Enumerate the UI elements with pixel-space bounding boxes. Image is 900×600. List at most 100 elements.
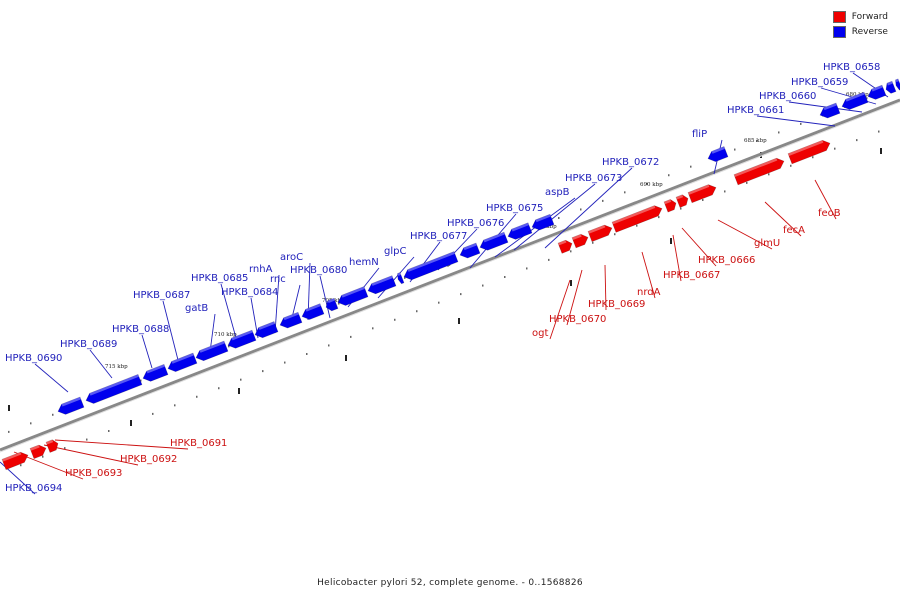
minor-tick	[526, 267, 528, 270]
gene-leader-line	[43, 444, 139, 466]
gene-label: HPKB_0692	[120, 454, 177, 465]
gene-highlight	[688, 184, 710, 195]
minor-tick	[140, 379, 142, 382]
gene-label: HPKB_0666	[698, 255, 755, 266]
gene-label: HPKB_0676	[447, 218, 504, 229]
gene-leader-line	[717, 219, 773, 250]
minor-tick	[174, 404, 176, 407]
minor-tick	[768, 173, 770, 176]
gene-leader-line	[220, 283, 239, 346]
gene-arrow	[675, 194, 689, 208]
gene-highlight	[845, 92, 865, 102]
gene-highlight	[483, 232, 505, 243]
major-tick	[570, 280, 572, 286]
forward-gene	[675, 194, 689, 208]
minor-tick	[812, 156, 814, 159]
reverse-gene	[507, 222, 533, 240]
minor-tick	[834, 147, 836, 150]
major-tick	[130, 420, 132, 426]
gene-arrow	[707, 146, 729, 162]
gene-highlight	[327, 298, 335, 303]
minor-tick	[746, 181, 748, 184]
minor-tick	[438, 301, 440, 304]
gene-arrow	[29, 444, 47, 460]
gene-leader-line	[756, 115, 836, 127]
gene-highlight	[511, 222, 529, 232]
minor-tick	[602, 199, 604, 202]
reverse-gene	[397, 272, 405, 285]
gene-highlight	[711, 146, 725, 154]
gene-label: nrdA	[637, 287, 661, 298]
gene-arrow	[867, 84, 887, 100]
gene-label: HPKB_0670	[549, 314, 606, 325]
minor-tick	[690, 165, 692, 168]
reverse-gene	[337, 286, 369, 306]
minor-tick	[614, 233, 616, 236]
minor-tick	[646, 182, 648, 185]
minor-tick	[328, 344, 330, 347]
gene-arrow	[611, 205, 663, 233]
minor-tick	[42, 455, 44, 458]
gene-label: HPKB_0659	[791, 77, 848, 88]
gene-label: fliP	[692, 129, 707, 140]
reverse-gene	[867, 84, 887, 100]
minor-tick	[668, 174, 670, 177]
gene-arrow	[571, 233, 589, 249]
minor-tick	[240, 378, 242, 381]
major-tick	[8, 405, 10, 411]
minor-tick	[482, 284, 484, 287]
legend-forward-label: Forward	[851, 11, 888, 22]
minor-tick	[416, 310, 418, 313]
gene-leader-line	[764, 201, 802, 237]
minor-tick	[866, 97, 868, 100]
minor-tick	[580, 208, 582, 211]
gene-arrow	[557, 239, 573, 254]
gene-highlight	[676, 194, 684, 200]
reverse-gene	[707, 146, 729, 162]
reverse-gene	[895, 78, 900, 91]
gene-highlight	[305, 303, 321, 312]
gene-highlight	[734, 158, 778, 177]
forward-swatch	[832, 10, 846, 23]
minor-tick	[702, 199, 704, 201]
gene-label: HPKB_0673	[565, 173, 622, 184]
minor-tick	[394, 318, 396, 321]
gene-highlight	[664, 199, 672, 205]
gene-highlight	[535, 214, 551, 223]
legend-reverse: Reverse	[832, 24, 888, 39]
minor-tick	[30, 422, 32, 425]
gene-arrow	[663, 199, 677, 213]
gene-arrow	[57, 396, 85, 415]
gene-highlight	[146, 364, 165, 374]
minor-tick	[592, 241, 594, 244]
gene-leader-line	[788, 101, 863, 113]
reverse-gene	[367, 275, 397, 295]
minor-tick	[218, 387, 220, 390]
genome-backbone	[0, 98, 900, 452]
reverse-gene	[841, 91, 869, 110]
gene-label: feoB	[818, 208, 841, 219]
gene-label: HPKB_0685	[191, 273, 248, 284]
gene-highlight	[171, 353, 194, 364]
reverse-gene	[819, 102, 841, 119]
gene-highlight	[371, 275, 393, 286]
minor-tick	[756, 140, 758, 142]
minor-tick	[636, 224, 638, 227]
minor-tick	[52, 413, 54, 416]
minor-tick	[680, 207, 682, 210]
minor-tick	[338, 302, 340, 305]
forward-gene	[587, 224, 613, 243]
gene-label: HPKB_0690	[5, 353, 62, 364]
major-tick	[345, 355, 347, 361]
minor-tick	[228, 345, 230, 348]
forward-gene	[557, 239, 573, 254]
minor-tick	[734, 148, 736, 151]
minor-tick	[284, 361, 286, 364]
gene-label: glmU	[754, 238, 780, 249]
minor-tick	[504, 276, 506, 278]
gene-highlight	[397, 272, 401, 276]
minor-tick	[306, 353, 308, 355]
minor-tick	[548, 258, 550, 261]
genome-backbone-shadow	[0, 101, 900, 453]
